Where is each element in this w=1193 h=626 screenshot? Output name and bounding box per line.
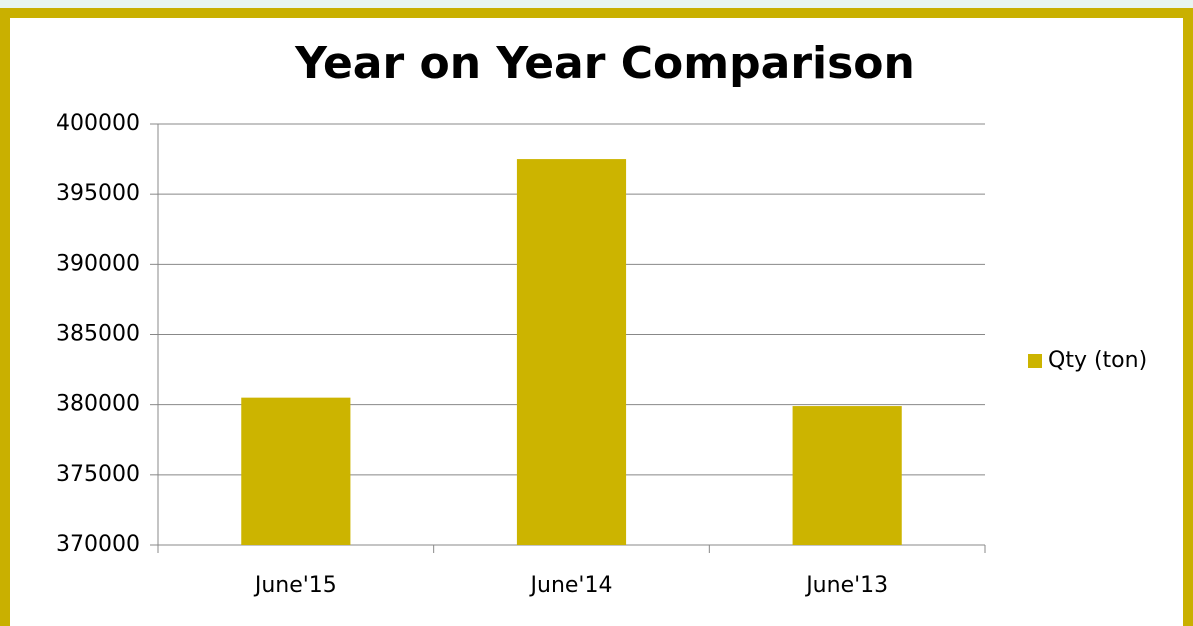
- y-tick-label: 385000: [56, 322, 140, 347]
- y-tick-label: 370000: [56, 532, 140, 557]
- bar: [516, 159, 627, 546]
- chart-title: Year on Year Comparison: [294, 38, 915, 89]
- y-tick-label: 380000: [56, 392, 140, 417]
- y-tick-label: 395000: [56, 181, 140, 206]
- y-tick-label: 400000: [56, 111, 140, 136]
- x-tick-label: June'15: [253, 573, 337, 598]
- bar: [792, 406, 902, 545]
- legend-label: Qty (ton): [1048, 348, 1147, 373]
- y-tick-label: 390000: [56, 251, 140, 276]
- y-tick-label: 375000: [56, 462, 140, 487]
- bar: [241, 397, 351, 545]
- legend-swatch: [1028, 354, 1042, 368]
- x-tick-label: June'13: [804, 573, 888, 598]
- x-tick-label: June'14: [529, 573, 613, 598]
